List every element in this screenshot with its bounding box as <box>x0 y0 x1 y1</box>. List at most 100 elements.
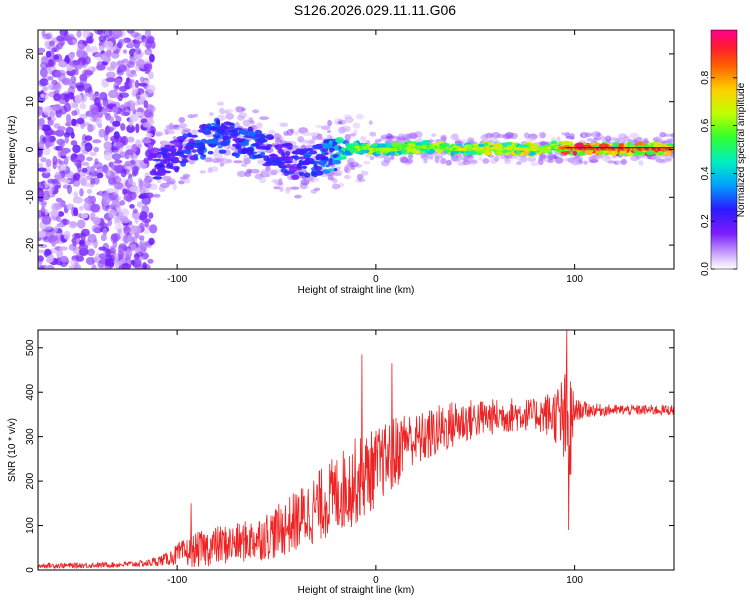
spectrogram-ridge-cell <box>218 149 227 154</box>
spectrogram-noise-cell <box>38 181 45 192</box>
spectrogram-halo-cell <box>321 125 331 130</box>
spectrogram-ridge-cell <box>154 163 165 168</box>
spectrogram-noise-cell <box>130 103 135 112</box>
spectrogram-halo-cell <box>290 186 300 190</box>
spectrogram-noise-cell <box>136 111 142 117</box>
spectrogram-noise-cell <box>119 151 126 159</box>
spectrogram-halo-cell <box>338 170 343 175</box>
spectrogram-noise-cell <box>98 35 107 43</box>
spectrogram-noise-cell <box>82 40 88 47</box>
spectrogram-halo-cell <box>337 121 343 125</box>
spectrogram-ridge-cell <box>317 159 327 166</box>
spectrogram-noise-cell <box>74 94 83 104</box>
spectrogram-noise-cell <box>80 213 89 219</box>
spectrogram-noise-cell <box>134 217 139 224</box>
spectrogram-ridge-cell <box>289 166 297 173</box>
spectrogram-ridge-cell <box>150 147 160 153</box>
spectrogram-noise-cell <box>129 204 135 209</box>
spectrogram-halo-cell <box>525 137 536 143</box>
spectrogram-ridge-cell <box>285 151 291 157</box>
spectrogram-noise-cell <box>116 60 124 66</box>
spectrogram-noise-cell <box>66 65 74 72</box>
spectrogram-ridge-cell <box>216 119 221 126</box>
spectrogram-noise-cell <box>48 187 53 197</box>
spectrogram-halo-cell <box>259 116 269 120</box>
spectrogram-noise-cell <box>98 253 107 260</box>
spectrogram-halo-cell <box>451 157 460 162</box>
spectrogram-noise-cell <box>127 136 135 143</box>
spectrogram-noise-cell <box>102 164 109 174</box>
spectrogram-noise-cell <box>103 30 113 38</box>
spectrogram-x-tick-label: -100 <box>167 274 187 285</box>
spectrogram-noise-cell <box>90 165 95 174</box>
spectrogram-noise-cell <box>113 164 124 174</box>
spectrogram-noise-cell <box>90 203 101 213</box>
spectrogram-ridge-cell <box>465 150 474 155</box>
spectrogram-noise-cell <box>39 117 45 127</box>
spectrogram-noise-cell <box>93 238 98 249</box>
spectrogram-halo-cell <box>191 129 198 136</box>
snr-x-tick-label: 100 <box>566 575 583 586</box>
spectrogram-halo-cell <box>187 114 195 119</box>
spectrogram-ridge-cell <box>222 135 227 142</box>
spectrogram-noise-cell <box>117 249 124 259</box>
spectrogram-noise-cell <box>133 225 142 234</box>
spectrogram-noise-cell <box>109 245 115 254</box>
spectrogram-halo-cell <box>390 154 395 160</box>
spectrogram-y-tick-label: 10 <box>25 96 36 108</box>
spectrogram-noise-cell <box>94 97 101 106</box>
spectrogram-ridge-cell <box>280 168 288 173</box>
spectrogram-halo-cell <box>184 178 191 184</box>
spectrogram-ridge-cell <box>320 156 329 161</box>
spectrogram-noise-cell <box>136 58 146 69</box>
snr-y-axis-label: SNR (10 * v/v) <box>7 418 18 482</box>
spectrogram-halo-cell <box>252 109 260 114</box>
spectrogram-noise-cell <box>148 237 155 245</box>
spectrogram-ridge-cell <box>181 155 188 158</box>
spectrogram-ridge-cell <box>666 143 674 147</box>
spectrogram-ridge-cell <box>298 156 305 160</box>
spectrogram-noise-cell <box>38 255 44 262</box>
spectrogram-halo-cell <box>300 179 310 186</box>
spectrogram-halo-cell <box>356 113 364 120</box>
spectrogram-ridge-cell <box>206 139 213 145</box>
spectrogram-noise-cell <box>61 77 71 86</box>
spectrogram-halo-cell <box>459 156 467 161</box>
spectrogram-noise-cell <box>55 145 63 151</box>
spectrogram-noise-cell <box>94 30 104 35</box>
spectrogram-ridge-cell <box>174 167 180 173</box>
spectrogram-noise-cell <box>105 125 110 135</box>
spectrogram-ridge-cell <box>377 143 387 148</box>
spectrogram-noise-cell <box>129 190 137 201</box>
snr-x-tick-label: -100 <box>167 575 187 586</box>
spectrogram-noise-cell <box>45 32 53 40</box>
snr-plot-area <box>38 330 674 570</box>
spectrogram-noise-cell <box>133 32 143 41</box>
spectrogram-noise-cell <box>68 39 73 45</box>
spectrogram-halo-cell <box>357 178 366 183</box>
spectrogram-noise-cell <box>80 144 86 153</box>
spectrogram-ridge-cell <box>322 147 329 153</box>
spectrogram-noise-cell <box>138 194 146 199</box>
spectrogram-ridge-cell <box>164 144 172 148</box>
spectrogram-noise-cell <box>118 85 128 92</box>
spectrogram-ridge-cell <box>582 142 588 146</box>
spectrogram-noise-cell <box>47 83 53 91</box>
spectrogram-ridge-cell <box>262 163 273 167</box>
spectrogram-ridge-cell <box>245 146 255 153</box>
spectrogram-noise-cell <box>68 265 79 269</box>
spectrogram-noise-cell <box>113 131 120 140</box>
spectrogram-halo-cell <box>233 160 243 164</box>
spectrogram-halo-cell <box>235 106 245 113</box>
spectrogram-noise-cell <box>54 184 61 189</box>
spectrogram-ridge-cell <box>334 144 339 151</box>
spectrogram-halo-cell <box>436 153 442 159</box>
spectrogram-noise-cell <box>53 93 61 102</box>
spectrogram-halo-cell <box>268 129 276 135</box>
spectrogram-noise-cell <box>134 80 140 89</box>
spectrogram-noise-cell <box>113 49 120 54</box>
spectrogram-noise-cell <box>144 30 151 39</box>
spectrogram-ridge-cell <box>483 142 489 146</box>
spectrogram-noise-cell <box>130 260 135 266</box>
spectrogram-noise-cell <box>84 196 94 204</box>
